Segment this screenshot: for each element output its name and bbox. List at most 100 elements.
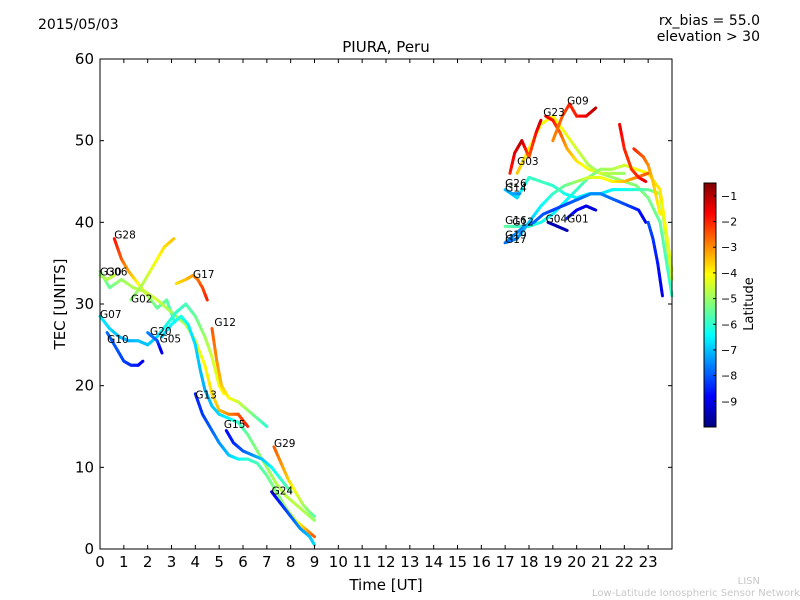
satellite-label: G23 — [543, 107, 565, 119]
series-segment — [666, 242, 672, 260]
series-segment — [592, 207, 598, 212]
satellite-label: G12 — [214, 317, 236, 329]
series-g06 — [98, 269, 250, 428]
series-g05 — [160, 314, 316, 522]
y-tick-label: 40 — [75, 213, 94, 231]
x-tick-label: 7 — [262, 553, 272, 571]
x-tick-label: 0 — [95, 553, 105, 571]
series-g15 — [224, 429, 293, 494]
series-segment — [643, 179, 648, 183]
x-tick-label: 3 — [167, 553, 177, 571]
series-g24 — [270, 490, 316, 547]
elevation-label: elevation > 30 — [656, 29, 760, 45]
satellite-label: G01 — [567, 213, 589, 225]
series-g14 — [503, 188, 521, 196]
series-segment — [244, 422, 250, 428]
date-label: 2015/05/03 — [38, 17, 119, 33]
series-g29 — [272, 445, 316, 518]
colorbar-label: Latitude — [742, 277, 757, 331]
footer-network: Low-Latitude Ionospheric Sensor Network — [592, 588, 800, 599]
series-segment — [111, 273, 116, 278]
series-segment — [221, 390, 226, 396]
x-tick-label: 20 — [567, 553, 586, 571]
x-tick-label: 18 — [519, 553, 538, 571]
series-g02 — [129, 237, 176, 302]
series-segment — [311, 517, 316, 522]
x-tick-label: 22 — [615, 553, 634, 571]
series-segment — [643, 218, 648, 224]
colorbar-tick-label: −4 — [721, 267, 737, 280]
satellite-label: G04 — [546, 213, 568, 225]
colorbar: −1 −2 −3 −4 −5 −6 −7 −8 −9 — [703, 182, 737, 428]
series-segment — [666, 269, 672, 286]
series-g30 — [98, 273, 116, 281]
series-g17 — [503, 171, 650, 245]
y-tick-label: 50 — [75, 132, 94, 150]
plot-series — [98, 102, 674, 547]
series-segment — [662, 215, 668, 232]
satellite-label: G15 — [224, 419, 246, 431]
y-tick-label: 0 — [84, 540, 94, 558]
satellite-label: G20 — [150, 326, 172, 338]
series-g23 — [544, 114, 626, 175]
satellite-label: G26 — [505, 178, 527, 190]
series-segment — [159, 349, 164, 355]
colorbar-tick-label: −2 — [721, 216, 737, 229]
series-g20 — [146, 331, 164, 355]
series-segment — [204, 296, 209, 302]
x-tick-label: 19 — [543, 553, 562, 571]
footer-lisn: LISN — [737, 576, 760, 587]
y-axis-label: TEC [UNITS] — [51, 259, 69, 351]
series-segment — [662, 245, 668, 261]
series-g31 — [618, 122, 648, 183]
rx-bias-label: rx_bias = 55.0 — [658, 13, 760, 29]
colorbar-tick-label: −8 — [721, 370, 737, 383]
series-g34 — [508, 118, 543, 175]
series-g07 — [98, 302, 226, 396]
satellite-label: G16 — [505, 215, 527, 227]
colorbar-tick-label: −9 — [721, 395, 737, 408]
x-tick-label: 10 — [329, 553, 348, 571]
satellite-label: G02 — [131, 293, 153, 305]
satellite-label: G19 — [505, 230, 526, 242]
y-tick-label: 20 — [75, 377, 94, 395]
series-segment — [658, 220, 664, 237]
series-g33 — [646, 220, 664, 298]
series-segment — [140, 359, 145, 364]
y-tick-label: 30 — [75, 295, 94, 313]
series-g32 — [632, 147, 662, 216]
series-segment — [263, 423, 269, 428]
colorbar-tick-label: −3 — [721, 241, 737, 254]
series-segment — [660, 233, 666, 249]
satellite-label: G17 — [193, 269, 215, 281]
x-axis-label: Time [UT] — [348, 576, 422, 594]
y-tick-label: 10 — [75, 458, 94, 476]
satellite-label: G17 — [505, 234, 526, 246]
colorbar-tick-label: −1 — [721, 190, 737, 203]
series-g09 — [551, 102, 598, 143]
colorbar-tick-label: −5 — [721, 293, 737, 306]
satellite-label: G30 — [100, 266, 122, 278]
satellite-label: G09 — [567, 96, 589, 108]
series-segment — [660, 201, 666, 219]
series-segment — [660, 288, 664, 298]
satellite-label: G05 — [160, 333, 182, 345]
satellite-label: G24 — [272, 485, 294, 497]
satellite-label: G29 — [274, 438, 296, 450]
series-segment — [658, 188, 664, 205]
colorbar-tick-label: −7 — [721, 344, 737, 357]
chart-title: PIURA, Peru — [342, 38, 429, 56]
series-segment — [311, 533, 316, 539]
series-segment — [538, 118, 543, 124]
axes: 0 1 2 3 4 5 6 7 8 9 10 11 12 13 14 15 16 17 18 19 20 21 22 2301… — [75, 50, 673, 571]
x-tick-label: 17 — [496, 553, 515, 571]
x-tick-label: 9 — [310, 553, 320, 571]
x-tick-label: 13 — [400, 553, 419, 571]
series-g17 — [174, 273, 209, 302]
satellite-label: G03 — [517, 156, 539, 168]
satellite-label: G12 — [512, 217, 534, 229]
satellite-label: G06 — [106, 266, 128, 278]
x-tick-label: 8 — [286, 553, 296, 571]
